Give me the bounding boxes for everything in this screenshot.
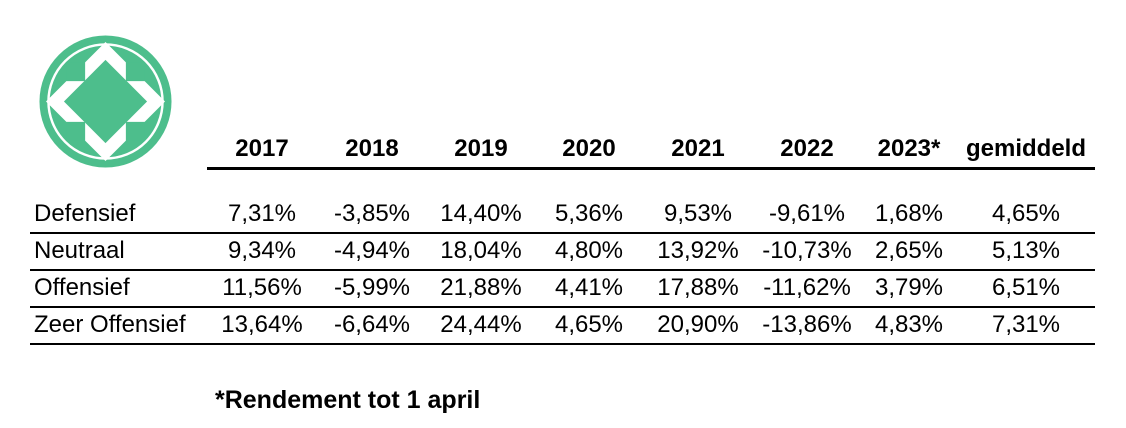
cell-value: 17,88% <box>643 270 753 308</box>
cell-value: -3,85% <box>317 196 427 234</box>
header-year-2019: 2019 <box>427 131 535 170</box>
cell-value: 14,40% <box>427 196 535 234</box>
returns-table: 2017 2018 2019 2020 2021 2022 2023* gemi… <box>30 131 1095 345</box>
cell-value: 4,80% <box>535 233 643 271</box>
cell-value: 24,44% <box>427 307 535 345</box>
cell-value: 18,04% <box>427 233 535 271</box>
table-row-zeer-offensief: Zeer Offensief 13,64% -6,64% 24,44% 4,65… <box>30 307 1095 345</box>
cell-value: -6,64% <box>317 307 427 345</box>
table-row-defensief: Defensief 7,31% -3,85% 14,40% 5,36% 9,53… <box>30 196 1095 234</box>
header-year-2020: 2020 <box>535 131 643 170</box>
row-label: Offensief <box>30 270 207 308</box>
header-year-2023: 2023* <box>861 131 957 170</box>
cell-value: 20,90% <box>643 307 753 345</box>
cell-value: -5,99% <box>317 270 427 308</box>
cell-value: 3,79% <box>861 270 957 308</box>
cell-value: -13,86% <box>753 307 861 345</box>
cell-value: 4,41% <box>535 270 643 308</box>
brand-logo <box>24 20 187 183</box>
row-label: Defensief <box>30 196 207 234</box>
table-row-offensief: Offensief 11,56% -5,99% 21,88% 4,41% 17,… <box>30 270 1095 308</box>
row-label: Zeer Offensief <box>30 307 207 345</box>
header-year-2022: 2022 <box>753 131 861 170</box>
row-label: Neutraal <box>30 233 207 271</box>
cell-value: 5,36% <box>535 196 643 234</box>
table-row-neutraal: Neutraal 9,34% -4,94% 18,04% 4,80% 13,92… <box>30 233 1095 271</box>
footnote: *Rendement tot 1 april <box>215 386 481 414</box>
cell-value: -10,73% <box>753 233 861 271</box>
cell-value: 5,13% <box>957 233 1095 271</box>
cell-value: 4,83% <box>861 307 957 345</box>
table-header-row: 2017 2018 2019 2020 2021 2022 2023* gemi… <box>30 131 1095 170</box>
cell-value: 4,65% <box>957 196 1095 234</box>
cell-value: 9,34% <box>207 233 317 271</box>
compass-diamond-icon <box>39 35 172 168</box>
cell-value: -11,62% <box>753 270 861 308</box>
cell-value: 2,65% <box>861 233 957 271</box>
header-average: gemiddeld <box>957 131 1095 170</box>
cell-value: 6,51% <box>957 270 1095 308</box>
cell-value: 4,65% <box>535 307 643 345</box>
table-spacer-row <box>30 168 1095 196</box>
header-year-2018: 2018 <box>317 131 427 170</box>
header-year-2017: 2017 <box>207 131 317 170</box>
header-corner-cell <box>30 131 207 168</box>
header-year-2021: 2021 <box>643 131 753 170</box>
cell-value: 21,88% <box>427 270 535 308</box>
cell-value: 7,31% <box>957 307 1095 345</box>
cell-value: 13,92% <box>643 233 753 271</box>
cell-value: 13,64% <box>207 307 317 345</box>
cell-value: -4,94% <box>317 233 427 271</box>
cell-value: 9,53% <box>643 196 753 234</box>
cell-value: -9,61% <box>753 196 861 234</box>
cell-value: 1,68% <box>861 196 957 234</box>
cell-value: 7,31% <box>207 196 317 234</box>
cell-value: 11,56% <box>207 270 317 308</box>
